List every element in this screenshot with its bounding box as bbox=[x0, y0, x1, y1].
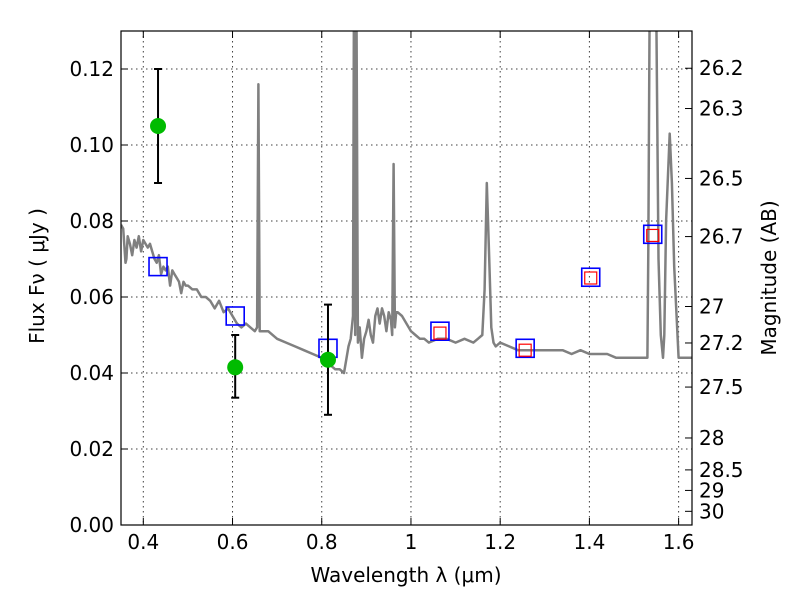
upper-limit-square bbox=[584, 271, 598, 285]
y2-axis-label: Magnitude (AB) bbox=[757, 200, 781, 355]
y-tick-label: 0.04 bbox=[69, 361, 114, 385]
model-flux-square bbox=[515, 338, 535, 359]
mag-tick-label: 26.5 bbox=[699, 166, 744, 190]
mag-tick-label: 28 bbox=[699, 426, 724, 450]
observed-flux-point bbox=[150, 118, 167, 134]
y-tick-label: 0.02 bbox=[69, 437, 114, 461]
y-axis-label: Flux Fν ( μJy ) bbox=[25, 208, 49, 344]
model-flux-square bbox=[430, 321, 450, 342]
x-axis-label: Wavelength λ (μm) bbox=[310, 563, 501, 587]
model-flux-square bbox=[642, 224, 663, 245]
mag-tick-label: 26.2 bbox=[699, 56, 744, 80]
sed-model-line bbox=[121, 31, 692, 375]
plot-frame bbox=[120, 30, 693, 526]
plot-area bbox=[121, 31, 692, 416]
y-tick-label: 0.06 bbox=[69, 285, 114, 309]
x-tick-label: 1.2 bbox=[484, 530, 516, 554]
mag-tick-label: 30 bbox=[699, 499, 724, 523]
y-tick-label: 0.00 bbox=[69, 513, 114, 537]
y-tick-label: 0.08 bbox=[69, 209, 114, 233]
mag-tick-label: 27.5 bbox=[699, 375, 744, 399]
x-tick-label: 1 bbox=[405, 530, 418, 554]
mag-tick-label: 29 bbox=[699, 478, 724, 502]
model-flux-square bbox=[225, 306, 245, 326]
model-flux-square bbox=[148, 256, 168, 277]
mag-tick-label: 27.2 bbox=[699, 331, 744, 355]
x-tick-label: 0.8 bbox=[306, 530, 338, 554]
mag-tick-label: 28.5 bbox=[699, 458, 744, 482]
observed-flux-point bbox=[319, 351, 336, 368]
model-flux-square bbox=[580, 267, 601, 288]
y-tick-label: 0.12 bbox=[69, 57, 114, 81]
upper-limit-square bbox=[646, 228, 660, 243]
upper-limit-square bbox=[433, 326, 447, 340]
x-tick-label: 0.4 bbox=[127, 530, 159, 554]
mag-tick-label: 26.7 bbox=[699, 225, 744, 249]
y-tick-label: 0.10 bbox=[69, 133, 114, 157]
x-tick-label: 1.6 bbox=[663, 530, 695, 554]
mag-tick-label: 26.3 bbox=[699, 97, 744, 121]
axis-ticks: 0.4 0.6 0.8 1 1.2 1.4 1.6 0.00 0.02 0.04 0.06 0.08 0… bbox=[69, 31, 744, 554]
grid bbox=[121, 31, 692, 526]
upper-limit-square bbox=[518, 343, 532, 357]
mag-tick-label: 27 bbox=[699, 295, 724, 319]
x-tick-label: 0.6 bbox=[217, 530, 249, 554]
x-tick-label: 1.4 bbox=[573, 530, 605, 554]
observed-flux-point bbox=[227, 359, 244, 376]
